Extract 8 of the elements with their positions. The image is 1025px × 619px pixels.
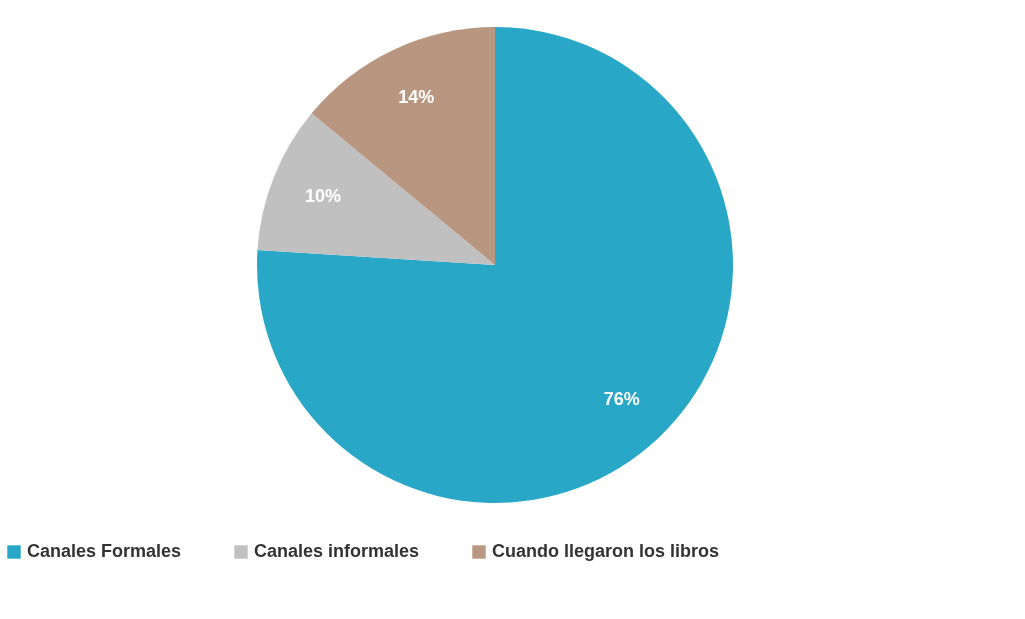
- pie-slice: [257, 27, 733, 503]
- legend-label: Cuando llegaron los libros: [492, 541, 720, 561]
- data-label: 76%: [603, 388, 640, 409]
- legend-label: Canales Formales: [27, 541, 182, 561]
- data-label: 14%: [398, 86, 435, 107]
- legend-label: Canales informales: [254, 541, 420, 561]
- pie-slice: [257, 113, 495, 265]
- data-label: 10%: [304, 185, 342, 206]
